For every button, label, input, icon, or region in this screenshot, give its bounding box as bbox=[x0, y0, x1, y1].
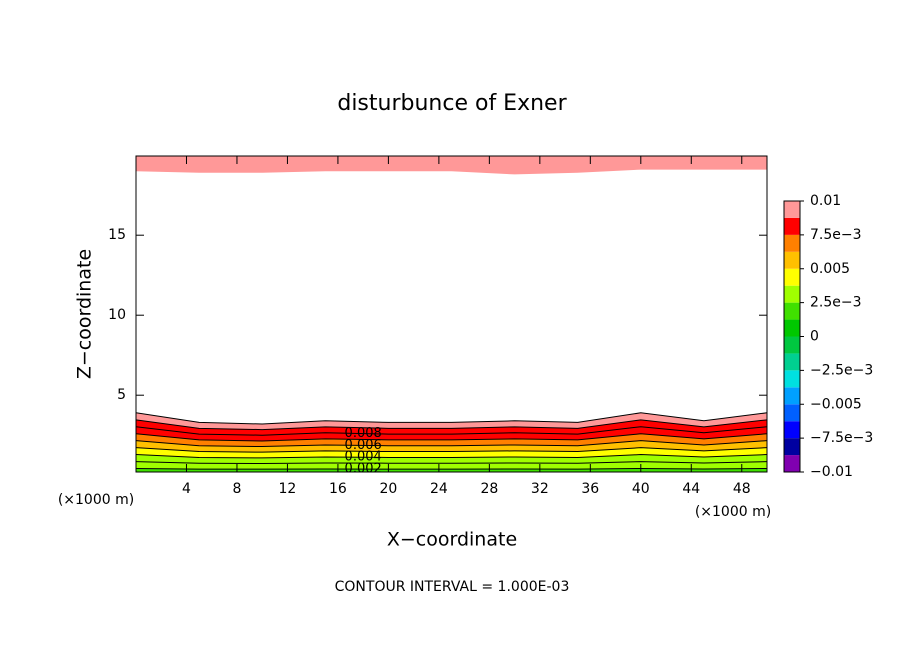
colorbar-swatch bbox=[784, 234, 800, 252]
x-axis-label: X−coordinate bbox=[387, 529, 517, 551]
contour-fill bbox=[136, 447, 767, 458]
colorbar-swatch bbox=[784, 268, 800, 286]
colorbar-tick-label: 0.01 bbox=[810, 193, 841, 209]
colorbar-swatch bbox=[784, 438, 800, 456]
colorbar-tick-label: −2.5e−3 bbox=[810, 362, 873, 378]
colorbar-tick-label: −7.5e−3 bbox=[810, 430, 873, 446]
contour-label: 0.004 bbox=[345, 450, 382, 465]
contour-line bbox=[135, 467, 768, 470]
colorbar-tick-label: 0.005 bbox=[810, 261, 850, 277]
contour-label: 0.008 bbox=[345, 426, 382, 441]
colorbar-swatch bbox=[784, 353, 800, 371]
y-tick-label: 10 bbox=[108, 307, 126, 323]
colorbar-tick-label: 2.5e−3 bbox=[810, 295, 862, 311]
contour-line bbox=[135, 419, 768, 431]
contour-line bbox=[135, 412, 768, 425]
colorbar-swatch bbox=[784, 285, 800, 303]
contour-line bbox=[135, 447, 768, 453]
contour-fill bbox=[136, 426, 767, 441]
contour-fill bbox=[136, 156, 767, 175]
x-tick-label: 28 bbox=[480, 481, 498, 497]
contour-line bbox=[135, 426, 768, 436]
colorbar-swatch bbox=[784, 251, 800, 269]
x-tick-label: 4 bbox=[182, 481, 191, 497]
chart-title: disturbunce of Exner bbox=[337, 91, 567, 116]
x-tick-label: 44 bbox=[682, 481, 700, 497]
colorbar-tick-label: 0 bbox=[810, 329, 819, 345]
x-tick-label: 40 bbox=[632, 481, 650, 497]
x-tick-label: 20 bbox=[379, 481, 397, 497]
contour-label: 0.006 bbox=[345, 438, 382, 453]
x-tick-label: 32 bbox=[531, 481, 549, 497]
x-tick-label: 12 bbox=[279, 481, 297, 497]
colorbar-tick-label: 7.5e−3 bbox=[810, 227, 862, 243]
contour-line bbox=[135, 454, 768, 459]
contour-fill bbox=[136, 412, 767, 430]
y-tick-label: 5 bbox=[117, 387, 126, 403]
colorbar-swatch bbox=[784, 421, 800, 439]
x-tick-label: 48 bbox=[733, 481, 751, 497]
plot-frame bbox=[135, 155, 768, 473]
contour-line bbox=[135, 440, 768, 448]
contour-fill bbox=[136, 454, 767, 464]
y-axis-label: Z−coordinate bbox=[74, 249, 96, 379]
colorbar-swatch bbox=[784, 404, 800, 422]
x-tick-label: 24 bbox=[430, 481, 448, 497]
colorbar-tick-label: −0.005 bbox=[810, 396, 862, 412]
contour-label: 0.002 bbox=[345, 462, 382, 477]
x-tick-label: 8 bbox=[232, 481, 241, 497]
x-tick-label: 36 bbox=[581, 481, 599, 497]
contour-line bbox=[135, 433, 768, 442]
colorbar-swatch bbox=[784, 319, 800, 337]
contour-fill bbox=[136, 419, 767, 436]
colorbar-swatch bbox=[784, 455, 800, 472]
colorbar-swatch bbox=[784, 217, 800, 235]
contour-line bbox=[135, 461, 768, 465]
y-tick-label: 15 bbox=[108, 227, 126, 243]
colorbar-swatch bbox=[784, 336, 800, 354]
y-unit: (×1000 m) bbox=[58, 492, 134, 508]
x-unit: (×1000 m) bbox=[695, 504, 771, 520]
colorbar-swatch bbox=[784, 370, 800, 388]
footer: CONTOUR INTERVAL = 1.000E-03 bbox=[335, 579, 570, 595]
colorbar-swatch bbox=[784, 201, 800, 218]
colorbar-swatch bbox=[784, 387, 800, 405]
colorbar-tick-label: −0.01 bbox=[810, 464, 853, 480]
x-tick-label: 16 bbox=[329, 481, 347, 497]
colorbar-swatch bbox=[784, 302, 800, 320]
